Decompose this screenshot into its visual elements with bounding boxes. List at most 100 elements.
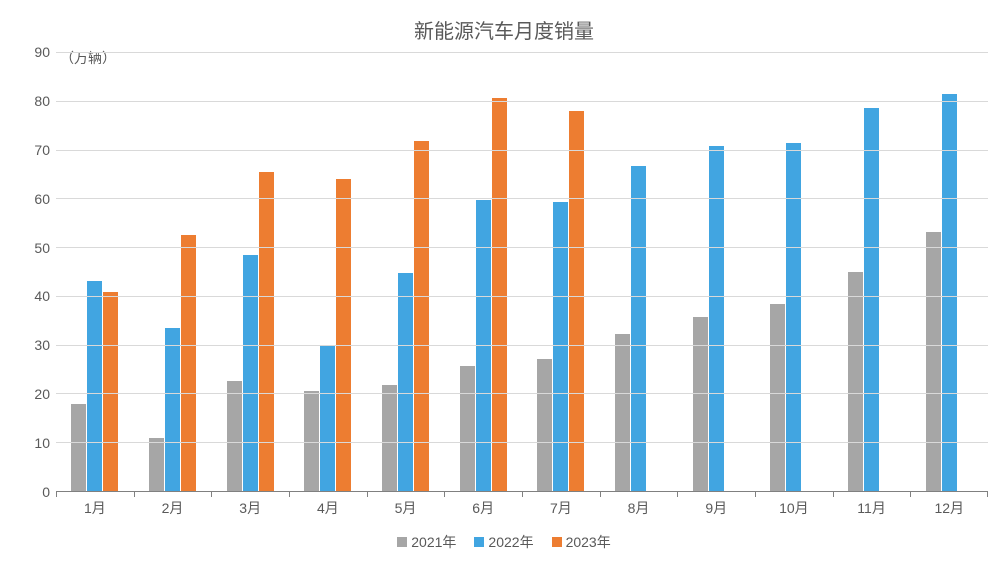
bar bbox=[460, 366, 475, 491]
month-group bbox=[289, 52, 367, 491]
month-group bbox=[677, 52, 755, 491]
gridline bbox=[56, 296, 988, 297]
bar bbox=[243, 255, 258, 491]
x-tick-mark bbox=[987, 491, 988, 497]
month-group bbox=[522, 52, 600, 491]
chart-title: 新能源汽车月度销量 bbox=[20, 15, 988, 44]
gridline bbox=[56, 345, 988, 346]
bar bbox=[553, 202, 568, 491]
x-tick-mark bbox=[833, 491, 834, 497]
month-group bbox=[833, 52, 911, 491]
x-tick-label: 7月 bbox=[522, 498, 600, 518]
bar bbox=[615, 334, 630, 491]
y-tick-label: 70 bbox=[34, 142, 50, 158]
x-tick-label: 1月 bbox=[56, 498, 134, 518]
x-tick-mark bbox=[522, 491, 523, 497]
gridline bbox=[56, 52, 988, 53]
bar bbox=[398, 273, 413, 491]
bar bbox=[181, 235, 196, 491]
legend: 2021年 2022年 2023年 bbox=[20, 532, 988, 552]
month-group bbox=[444, 52, 522, 491]
bar bbox=[770, 304, 785, 491]
bar bbox=[149, 438, 164, 491]
x-tick-label: 5月 bbox=[367, 498, 445, 518]
bar bbox=[71, 404, 86, 491]
y-tick-label: 50 bbox=[34, 240, 50, 256]
bar bbox=[336, 179, 351, 491]
x-tick-mark bbox=[677, 491, 678, 497]
gridline bbox=[56, 101, 988, 102]
legend-swatch bbox=[397, 537, 407, 547]
y-tick-label: 30 bbox=[34, 337, 50, 353]
legend-item: 2021年 bbox=[397, 532, 456, 552]
gridline bbox=[56, 442, 988, 443]
x-tick-mark bbox=[755, 491, 756, 497]
month-group bbox=[910, 52, 988, 491]
legend-label: 2021年 bbox=[411, 532, 456, 552]
bar bbox=[693, 317, 708, 491]
legend-item: 2022年 bbox=[474, 532, 533, 552]
bar bbox=[259, 172, 274, 491]
bar bbox=[864, 108, 879, 491]
gridline bbox=[56, 198, 988, 199]
gridline bbox=[56, 247, 988, 248]
month-group bbox=[367, 52, 445, 491]
x-tick-mark bbox=[910, 491, 911, 497]
x-tick-mark bbox=[211, 491, 212, 497]
legend-item: 2023年 bbox=[552, 532, 611, 552]
x-tick-mark bbox=[367, 491, 368, 497]
x-tick-mark bbox=[56, 491, 57, 497]
bar bbox=[165, 328, 180, 491]
bar bbox=[786, 143, 801, 491]
bar bbox=[227, 381, 242, 491]
bar bbox=[382, 385, 397, 491]
x-tick-label: 12月 bbox=[910, 498, 988, 518]
y-tick-label: 20 bbox=[34, 386, 50, 402]
y-tick-label: 0 bbox=[42, 484, 50, 500]
bar bbox=[942, 94, 957, 491]
x-tick-label: 3月 bbox=[211, 498, 289, 518]
chart-container: 新能源汽车月度销量 0 10 20 30 40 50 60 70 80 90 （万辆） 1月2月3… bbox=[0, 0, 1008, 562]
month-group bbox=[56, 52, 134, 491]
gridline bbox=[56, 150, 988, 151]
x-axis: 1月2月3月4月5月6月7月8月9月10月11月12月 bbox=[56, 498, 988, 518]
bar bbox=[926, 232, 941, 491]
x-tick-label: 10月 bbox=[755, 498, 833, 518]
x-tick-mark bbox=[444, 491, 445, 497]
x-tick-mark bbox=[600, 491, 601, 497]
y-tick-label: 40 bbox=[34, 288, 50, 304]
bar bbox=[87, 281, 102, 491]
bar bbox=[103, 292, 118, 491]
x-tick-label: 11月 bbox=[833, 498, 911, 518]
month-group bbox=[600, 52, 678, 491]
legend-swatch bbox=[474, 537, 484, 547]
x-tick-label: 9月 bbox=[677, 498, 755, 518]
bar bbox=[492, 98, 507, 491]
x-tick-mark bbox=[134, 491, 135, 497]
x-tick-label: 8月 bbox=[600, 498, 678, 518]
x-tick-label: 6月 bbox=[444, 498, 522, 518]
legend-label: 2022年 bbox=[488, 532, 533, 552]
plot-area: （万辆） bbox=[56, 52, 988, 492]
bar bbox=[320, 345, 335, 491]
y-tick-label: 80 bbox=[34, 93, 50, 109]
y-tick-label: 10 bbox=[34, 435, 50, 451]
bars-layer bbox=[56, 52, 988, 491]
x-tick-label: 4月 bbox=[289, 498, 367, 518]
bar bbox=[537, 359, 552, 491]
legend-swatch bbox=[552, 537, 562, 547]
month-group bbox=[755, 52, 833, 491]
legend-label: 2023年 bbox=[566, 532, 611, 552]
bar bbox=[304, 391, 319, 491]
bar bbox=[414, 141, 429, 491]
gridline bbox=[56, 393, 988, 394]
y-tick-label: 60 bbox=[34, 191, 50, 207]
y-tick-label: 90 bbox=[34, 44, 50, 60]
bar bbox=[848, 272, 863, 492]
month-group bbox=[134, 52, 212, 491]
month-group bbox=[211, 52, 289, 491]
x-tick-label: 2月 bbox=[134, 498, 212, 518]
bar bbox=[569, 111, 584, 491]
plot-wrapper: 0102030405060708090 （万辆） bbox=[20, 52, 988, 492]
x-tick-mark bbox=[289, 491, 290, 497]
